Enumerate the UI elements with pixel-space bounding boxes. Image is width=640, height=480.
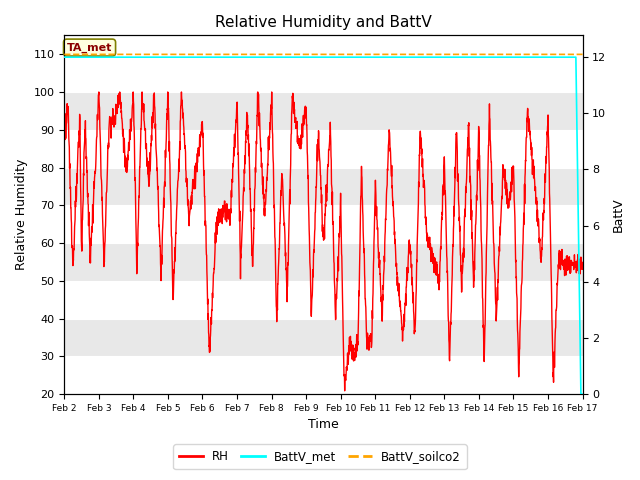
BattV_soilco2	[60, 51, 68, 57]
RH	[95, 89, 102, 95]
RH	[60, 141, 68, 146]
RH	[579, 260, 586, 265]
RH	[205, 343, 213, 349]
BattV_soilco2	[579, 51, 586, 57]
RH	[474, 151, 482, 157]
BattV_soilco2	[533, 51, 541, 57]
BattV_met	[533, 54, 541, 60]
X-axis label: Time: Time	[308, 419, 339, 432]
BattV_met	[205, 54, 212, 60]
RH	[341, 388, 349, 394]
BattV_met	[60, 54, 68, 60]
Title: Relative Humidity and BattV: Relative Humidity and BattV	[215, 15, 432, 30]
Bar	[64, 243, 582, 281]
Y-axis label: BattV: BattV	[612, 197, 625, 232]
Bar	[64, 92, 582, 130]
Legend: RH, BattV_met, BattV_soilco2: RH, BattV_met, BattV_soilco2	[173, 444, 467, 469]
BattV_soilco2	[205, 51, 212, 57]
BattV_met	[577, 391, 585, 397]
RH	[350, 349, 358, 355]
Line: RH: RH	[64, 92, 582, 391]
Line: BattV_met: BattV_met	[64, 57, 582, 394]
BattV_met	[338, 54, 346, 60]
RH	[548, 293, 556, 299]
BattV_met	[349, 54, 357, 60]
RH	[339, 286, 346, 291]
BattV_met	[547, 54, 555, 60]
BattV_soilco2	[349, 51, 357, 57]
Bar	[64, 319, 582, 356]
BattV_soilco2	[547, 51, 555, 57]
RH	[533, 219, 541, 225]
BattV_met	[474, 54, 481, 60]
Text: TA_met: TA_met	[67, 42, 112, 53]
BattV_soilco2	[474, 51, 481, 57]
BattV_soilco2	[338, 51, 346, 57]
BattV_met	[579, 391, 586, 397]
Y-axis label: Relative Humidity: Relative Humidity	[15, 159, 28, 270]
Bar	[64, 168, 582, 205]
